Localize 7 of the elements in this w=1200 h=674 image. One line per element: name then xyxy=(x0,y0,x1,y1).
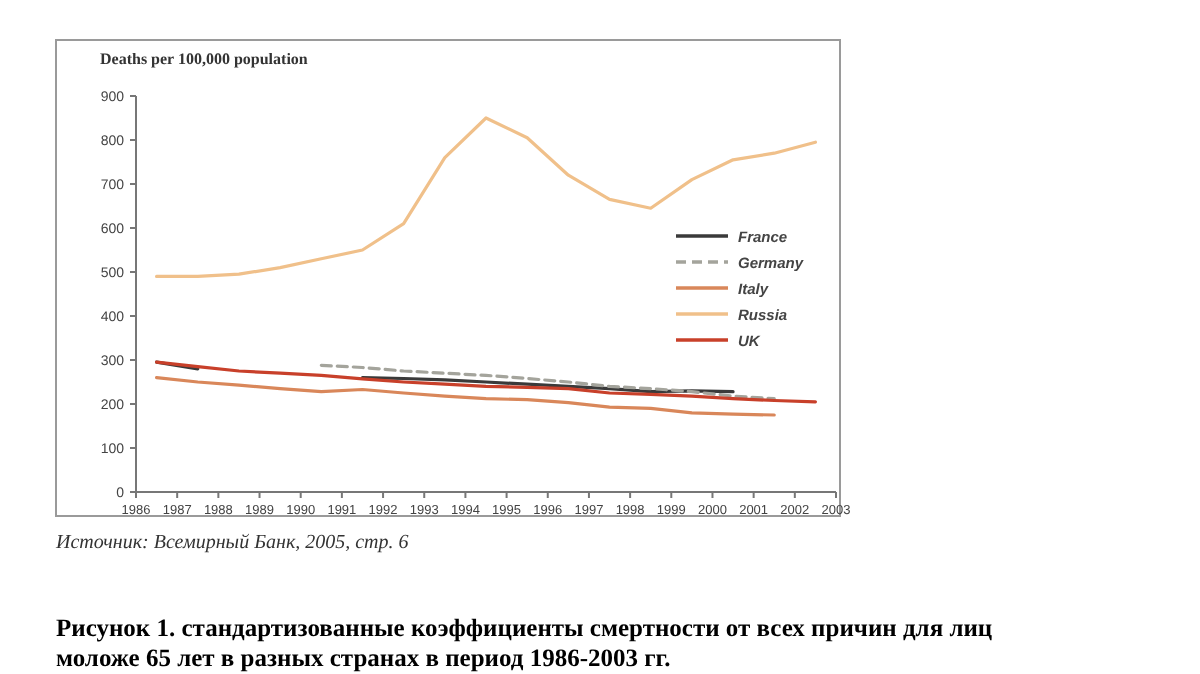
line-series xyxy=(154,116,818,278)
line-series xyxy=(154,360,818,404)
line-series xyxy=(154,376,776,417)
line-series xyxy=(319,363,776,401)
y-axis-title: Deaths per 100,000 population xyxy=(100,50,309,68)
text: Рисунок 1. стандартизованные коэффициенты смертности от всех причин для лиц моложе 65 лет в разных странах в период 1986-2003 гг. xyxy=(56,614,993,672)
text: Источник: Всемирный Банк, 2005, стр. 6 xyxy=(54,532,409,554)
